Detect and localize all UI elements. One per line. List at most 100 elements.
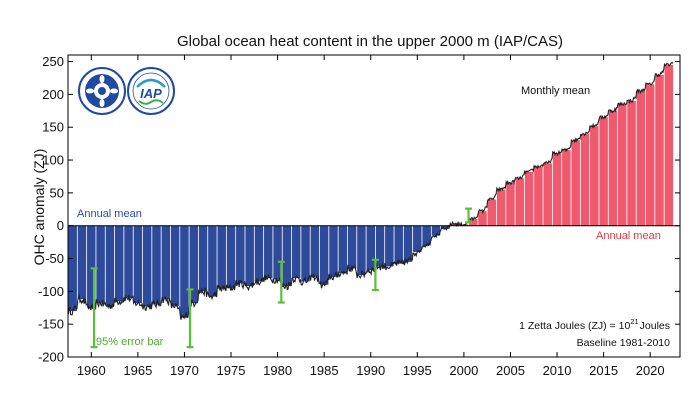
annual-mean-label-positive: Annual mean <box>596 230 661 242</box>
annual-bar <box>617 104 627 226</box>
annual-bar <box>441 225 450 229</box>
annual-bar <box>347 225 357 269</box>
baseline-note: Baseline 1981-2010 <box>577 337 671 349</box>
annual-bar <box>105 225 115 306</box>
y-tick-label: 50 <box>50 185 64 200</box>
units-note-sup: 21 <box>630 317 638 326</box>
y-tick-label: 0 <box>57 218 64 233</box>
annual-bar <box>142 225 152 307</box>
annual-bar <box>599 117 608 226</box>
units-note-suffix: Joules <box>640 320 670 332</box>
units-note: 1 Zetta Joules (ZJ) = 1021Joules <box>519 317 670 332</box>
x-tick-label: 2010 <box>543 363 572 378</box>
y-axis: -200 -150 -100 -50 0 50 100 150 200 250 <box>38 54 680 365</box>
annual-bar <box>627 100 636 226</box>
annual-bar <box>133 225 143 304</box>
annual-bar <box>170 225 180 306</box>
annual-bar <box>357 225 366 275</box>
error-bar-label: 95% error bar <box>96 336 164 348</box>
annual-bar <box>329 225 338 277</box>
annual-bar <box>282 225 292 287</box>
annual-bar <box>385 225 394 267</box>
x-tick-label: 1995 <box>403 363 432 378</box>
annual-bar <box>226 225 236 289</box>
annual-bar <box>301 225 310 282</box>
annual-bar <box>478 211 487 226</box>
annual-bar <box>413 225 422 252</box>
x-tick-label: 1980 <box>263 363 292 378</box>
annual-bar <box>543 163 552 226</box>
units-note-prefix: 1 Zetta Joules (ZJ) = 10 <box>519 320 630 332</box>
y-tick-label: -200 <box>38 350 64 365</box>
cas-logo <box>78 67 126 115</box>
annual-bar <box>77 225 87 300</box>
y-tick-label: 100 <box>42 153 64 168</box>
annual-bar <box>114 225 124 302</box>
annual-bar <box>291 225 301 279</box>
y-tick-label: -100 <box>38 284 64 299</box>
annual-bars <box>68 64 674 318</box>
y-tick-label: -150 <box>38 317 64 332</box>
y-tick-label: -50 <box>45 251 64 266</box>
annual-bar <box>124 225 133 298</box>
annual-bar <box>236 225 245 284</box>
x-tick-label: 2020 <box>636 363 665 378</box>
annual-bar <box>422 225 431 246</box>
annual-bar <box>580 133 590 226</box>
annual-bar <box>198 225 208 292</box>
y-tick-label: 200 <box>42 87 64 102</box>
chart-title: Global ocean heat content in the upper 2… <box>177 33 563 50</box>
annual-bar <box>590 125 599 226</box>
annual-bar <box>468 219 478 226</box>
annual-bar <box>655 74 664 226</box>
annual-bar <box>552 153 562 226</box>
monthly-mean-label: Monthly mean <box>521 85 590 97</box>
annual-bar <box>273 225 282 280</box>
annual-bar <box>571 140 580 226</box>
annual-bar <box>189 225 199 304</box>
error-bars <box>90 207 473 349</box>
annual-bar <box>496 189 506 226</box>
annual-bar <box>161 225 171 300</box>
annual-bar <box>152 225 161 305</box>
annual-bar <box>645 84 655 226</box>
annual-bar <box>375 225 385 267</box>
y-axis-label: OHC anomaly (ZJ) <box>31 149 47 266</box>
annual-bar <box>217 225 226 289</box>
annual-bar <box>636 91 646 226</box>
x-tick-label: 1990 <box>356 363 385 378</box>
y-tick-label: 250 <box>42 54 64 69</box>
x-axis: 1960 1965 1970 1975 1980 1985 1990 1995 2000 2005… <box>77 55 665 378</box>
x-tick-label: 2000 <box>449 363 478 378</box>
annual-bar <box>506 183 515 226</box>
annual-bar <box>431 225 441 236</box>
annual-bar <box>180 225 189 318</box>
annual-bar <box>245 225 254 287</box>
annual-bar <box>664 64 674 226</box>
monthly-mean-line <box>67 61 674 320</box>
annual-bar <box>87 225 96 308</box>
annual-bar <box>208 225 217 297</box>
x-tick-label: 2005 <box>496 363 525 378</box>
x-tick-label: 2015 <box>589 363 618 378</box>
annual-bar <box>562 150 571 226</box>
annual-bar <box>487 199 497 226</box>
annual-mean-label-negative: Annual mean <box>77 208 142 220</box>
annual-bar <box>310 225 320 277</box>
annual-bar <box>608 110 618 226</box>
annual-bar <box>524 171 534 226</box>
x-tick-label: 1960 <box>77 363 106 378</box>
plot-frame <box>67 54 681 358</box>
annual-bar <box>534 166 543 226</box>
x-tick-label: 1970 <box>170 363 199 378</box>
annual-bar <box>515 178 525 226</box>
x-tick-label: 1975 <box>217 363 246 378</box>
iap-logo: IAP <box>127 67 175 115</box>
annual-bar <box>366 225 375 271</box>
y-tick-label: 150 <box>42 120 64 135</box>
x-tick-label: 1965 <box>123 363 152 378</box>
annual-bar <box>403 225 413 262</box>
annual-bar <box>394 225 403 264</box>
x-tick-label: 1985 <box>310 363 339 378</box>
